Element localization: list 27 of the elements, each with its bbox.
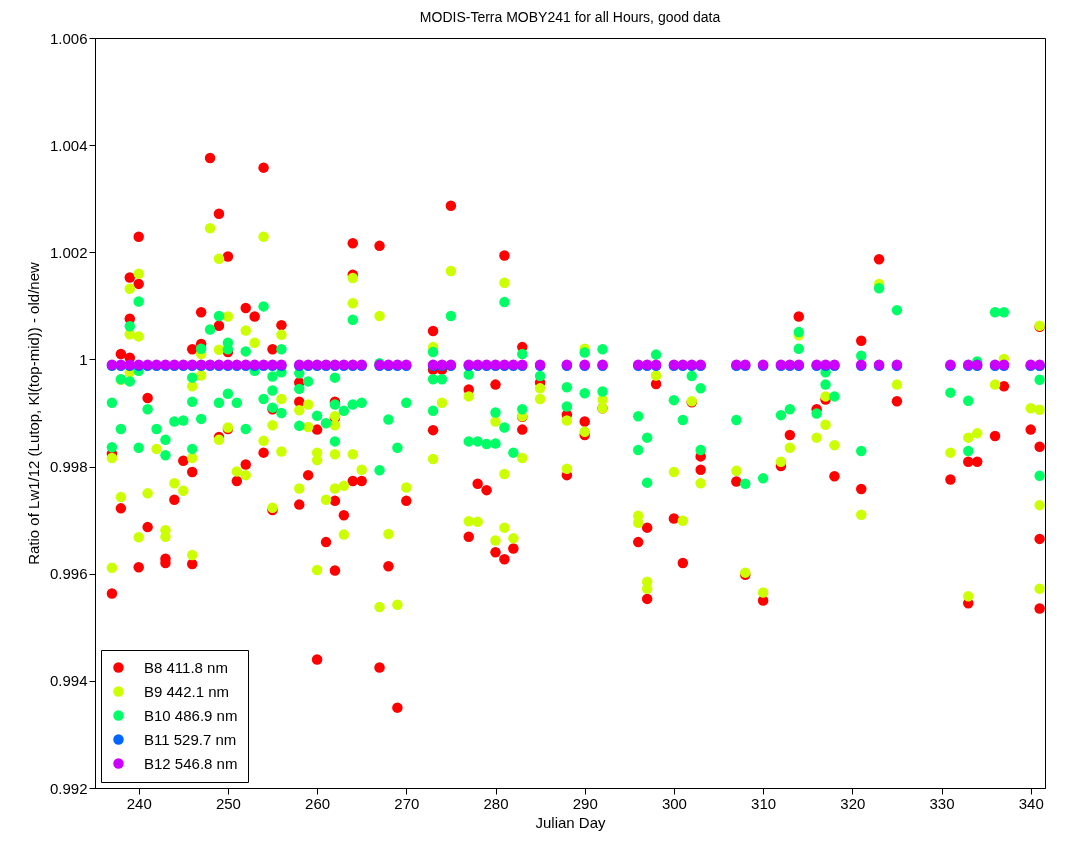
legend-label: B12 546.8 nm (144, 754, 238, 772)
y-axis-title: Ratio of Lw1/12 (Lutop, Kl(top-mid)) - old/new (24, 262, 42, 565)
y-tick-label: 0.998 (49, 458, 88, 476)
y-tick-label: 1.002 (49, 243, 88, 261)
chart-title: MODIS-Terra MOBY241 for all Hours, good data (419, 9, 721, 25)
x-tick-label: 310 (751, 794, 777, 812)
x-tick-label: 290 (572, 794, 598, 812)
x-tick-label: 240 (126, 794, 152, 812)
legend-label: B9 442.1 nm (144, 682, 230, 700)
y-tick-label: 0.994 (49, 672, 88, 690)
x-tick-label: 320 (840, 794, 866, 812)
legend-label: B10 486.9 nm (144, 706, 238, 724)
legend-label: B11 529.7 nm (144, 730, 237, 748)
y-tick-label: 0.996 (49, 565, 88, 583)
y-tick-label: 1.004 (49, 136, 88, 154)
x-tick-label: 280 (483, 794, 509, 812)
y-tick-label: 1 (79, 350, 88, 368)
y-tick-label: 0.992 (49, 779, 88, 797)
y-tick-label: 1.006 (49, 29, 88, 47)
legend-label: B8 411.8 nm (144, 658, 228, 676)
x-tick-label: 250 (215, 794, 241, 812)
x-tick-label: 340 (1018, 794, 1044, 812)
x-tick-label: 330 (929, 794, 955, 812)
x-tick-label: 260 (305, 794, 331, 812)
x-tick-label: 270 (394, 794, 420, 812)
x-axis-title: Julian Day (535, 813, 607, 831)
x-tick-label: 300 (661, 794, 687, 812)
